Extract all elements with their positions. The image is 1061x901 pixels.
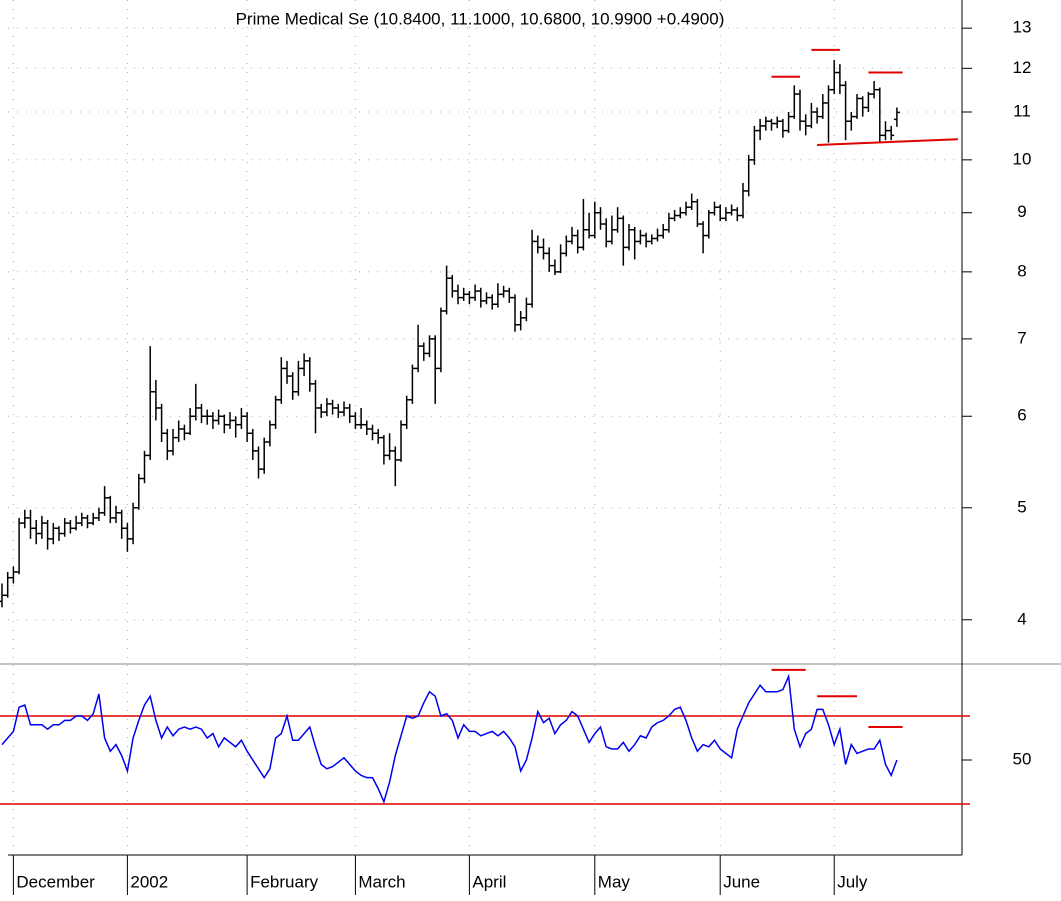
x-tick-label: February — [250, 872, 319, 891]
y-tick-label: 5 — [1017, 497, 1026, 516]
y-tick-label: 10 — [1013, 149, 1032, 168]
rsi-line — [1, 673, 898, 805]
x-tick-label: June — [723, 872, 760, 891]
y-tick-label: 11 — [1013, 101, 1031, 120]
annotation-line — [817, 138, 958, 147]
y-tick-label: 7 — [1017, 328, 1026, 347]
x-tick-label: December — [16, 872, 95, 891]
chart-title: Prime Medical Se (10.8400, 11.1000, 10.6… — [236, 9, 725, 28]
x-tick-label: 2002 — [130, 872, 168, 891]
x-tick-label: July — [837, 872, 868, 891]
y-tick-label: 4 — [1017, 609, 1026, 628]
y-tick-label: 9 — [1017, 202, 1026, 221]
x-tick-label: March — [358, 872, 405, 891]
y-tick-label: 13 — [1013, 18, 1032, 37]
x-tick-label: April — [472, 872, 506, 891]
y-tick-label: 12 — [1013, 58, 1032, 77]
y-tick-label: 6 — [1017, 406, 1026, 425]
y-tick-label: 8 — [1017, 261, 1026, 280]
y-tick-label: 50 — [1013, 749, 1032, 768]
x-tick-label: May — [598, 872, 631, 891]
